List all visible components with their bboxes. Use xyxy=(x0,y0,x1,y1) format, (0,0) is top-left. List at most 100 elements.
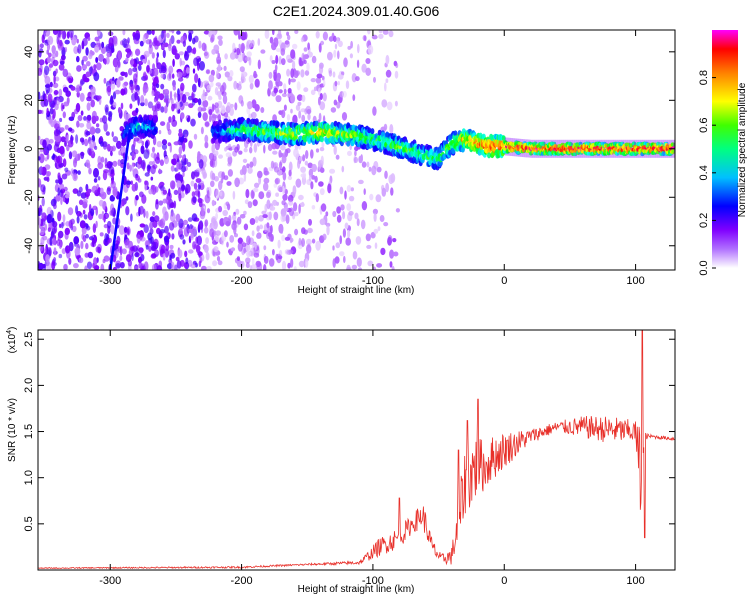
noise-blob xyxy=(375,194,382,203)
noise-blob xyxy=(76,65,82,72)
noise-blob xyxy=(134,252,140,258)
noise-blob xyxy=(64,124,69,130)
noise-blob xyxy=(278,81,283,87)
colorbar-tick-label: 0.8 xyxy=(698,70,710,85)
noise-blob xyxy=(282,193,288,201)
noise-blob xyxy=(197,98,202,106)
noise-blob xyxy=(206,208,211,214)
noise-blob xyxy=(190,118,196,127)
noise-blob xyxy=(148,39,153,49)
noise-blob xyxy=(253,70,257,79)
noise-blob xyxy=(182,141,186,152)
noise-blob xyxy=(303,47,308,52)
noise-blob xyxy=(201,265,207,270)
noise-blob xyxy=(200,126,204,135)
noise-blob xyxy=(277,185,283,192)
noise-blob xyxy=(202,112,208,122)
noise-blob xyxy=(302,171,307,180)
noise-blob xyxy=(125,57,129,63)
noise-blob xyxy=(210,34,215,42)
noise-blob xyxy=(109,161,114,167)
noise-blob xyxy=(272,150,278,155)
noise-blob xyxy=(368,166,372,172)
noise-blob xyxy=(213,150,219,157)
x-tick-label: 0 xyxy=(501,275,507,287)
noise-blob xyxy=(242,158,248,163)
noise-blob xyxy=(174,53,180,60)
noise-blob xyxy=(293,212,299,217)
noise-blob xyxy=(333,145,337,156)
noise-blob xyxy=(218,180,223,191)
noise-blob xyxy=(57,211,62,222)
noise-blob xyxy=(100,263,105,270)
noise-blob xyxy=(311,205,316,210)
noise-blob xyxy=(216,255,221,262)
noise-blob xyxy=(42,90,46,101)
noise-blob xyxy=(184,101,189,107)
noise-blob xyxy=(89,140,95,148)
noise-blob xyxy=(107,169,111,176)
noise-blob xyxy=(171,119,178,127)
noise-blob xyxy=(143,149,150,160)
noise-blob xyxy=(252,156,257,167)
noise-blob xyxy=(173,93,179,98)
noise-blob xyxy=(354,212,359,220)
noise-blob xyxy=(345,237,352,246)
snr-multiplier: (x104) xyxy=(6,327,18,354)
noise-blob xyxy=(271,42,277,51)
noise-blob xyxy=(237,53,244,63)
noise-blob xyxy=(118,150,122,156)
noise-blob xyxy=(78,257,84,264)
ridge-cell xyxy=(661,151,666,156)
ridge-cell xyxy=(275,121,280,128)
noise-blob xyxy=(284,236,291,241)
noise-blob xyxy=(306,109,312,115)
noise-blob xyxy=(188,140,193,149)
noise-blob xyxy=(151,89,155,97)
noise-blob xyxy=(272,249,275,256)
noise-blob xyxy=(81,64,88,70)
noise-blob xyxy=(202,89,206,97)
y-tick-label: 0.5 xyxy=(23,516,35,531)
noise-blob xyxy=(54,76,60,82)
noise-blob xyxy=(40,184,46,193)
noise-blob xyxy=(268,71,273,79)
noise-blob xyxy=(233,30,239,36)
noise-blob xyxy=(343,255,346,264)
noise-blob xyxy=(228,215,232,223)
noise-blob xyxy=(394,100,398,107)
noise-blob xyxy=(168,30,172,33)
noise-blob xyxy=(304,108,308,115)
noise-blob xyxy=(175,213,181,222)
noise-blob xyxy=(41,197,45,207)
noise-blob xyxy=(38,135,41,141)
noise-blob xyxy=(218,39,223,46)
noise-blob xyxy=(197,190,201,199)
noise-blob xyxy=(373,76,376,83)
noise-blob xyxy=(243,223,249,231)
noise-blob xyxy=(306,244,312,254)
noise-blob xyxy=(240,76,246,83)
noise-blob xyxy=(203,51,208,57)
noise-blob xyxy=(80,110,84,116)
noise-blob xyxy=(307,42,310,50)
noise-blob xyxy=(180,82,185,92)
noise-blob xyxy=(41,109,44,115)
y-tick-label: 20 xyxy=(23,94,35,106)
noise-blob xyxy=(274,64,278,72)
noise-blob xyxy=(238,35,243,40)
noise-blob xyxy=(347,150,352,157)
noise-blob xyxy=(135,48,141,56)
noise-blob xyxy=(188,228,194,233)
noise-blob xyxy=(158,168,161,175)
noise-blob xyxy=(281,93,287,98)
noise-blob xyxy=(308,218,312,226)
noise-blob xyxy=(240,100,244,107)
noise-blob xyxy=(192,83,197,93)
noise-blob xyxy=(367,260,374,267)
noise-blob xyxy=(269,206,276,211)
noise-blob xyxy=(308,168,314,178)
noise-blob xyxy=(303,229,308,235)
noise-blob xyxy=(173,200,177,209)
noise-blob xyxy=(94,44,99,53)
